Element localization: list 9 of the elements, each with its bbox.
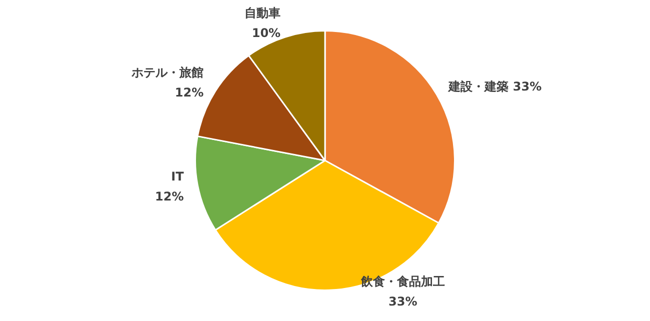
data-label: 10% <box>252 26 281 40</box>
slice-label: 建設・建築 <box>448 79 509 94</box>
data-label: 12% <box>155 190 184 204</box>
slice-label: 自動車 <box>244 6 281 20</box>
data-label: 12% <box>174 86 204 100</box>
slice-label: ホテル・旅館 <box>130 66 204 80</box>
slice-label: IT <box>171 170 185 184</box>
data-label: 33% <box>388 294 418 308</box>
data-label: 33% <box>512 79 542 94</box>
